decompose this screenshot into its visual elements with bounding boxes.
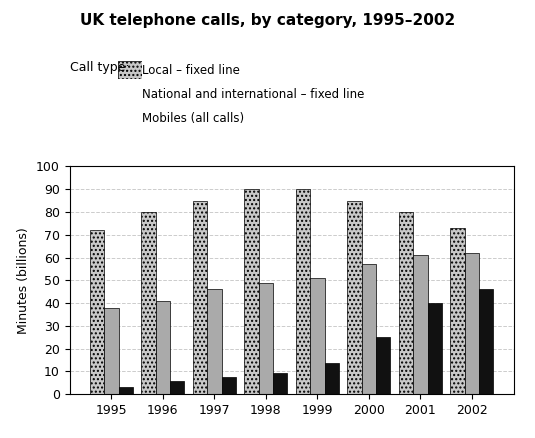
Bar [376, 337, 391, 394]
Bar [221, 377, 236, 394]
Text: Mobiles (all calls): Mobiles (all calls) [142, 112, 244, 125]
Bar [244, 189, 258, 394]
Polygon shape [118, 61, 142, 79]
Bar [413, 255, 427, 394]
Bar [399, 212, 413, 394]
Bar [296, 189, 310, 394]
Bar [90, 230, 104, 394]
Bar [156, 301, 170, 394]
Bar [273, 373, 287, 394]
Bar [479, 290, 493, 394]
Bar [464, 253, 479, 394]
Bar [193, 201, 207, 394]
Bar [347, 201, 362, 394]
Y-axis label: Minutes (billions): Minutes (billions) [18, 227, 30, 334]
Text: Call type:: Call type: [70, 61, 129, 74]
Bar [325, 364, 339, 394]
Bar [362, 265, 376, 394]
Text: UK telephone calls, by category, 1995–2002: UK telephone calls, by category, 1995–20… [80, 13, 455, 28]
Bar [450, 228, 464, 394]
Bar [170, 381, 185, 394]
Bar [310, 278, 325, 394]
Bar [141, 212, 156, 394]
Text: National and international – fixed line: National and international – fixed line [142, 88, 364, 101]
Bar [207, 290, 221, 394]
Bar [427, 303, 442, 394]
Text: Local – fixed line: Local – fixed line [142, 64, 240, 77]
Bar [104, 307, 119, 394]
Bar [258, 283, 273, 394]
Bar [119, 387, 133, 394]
